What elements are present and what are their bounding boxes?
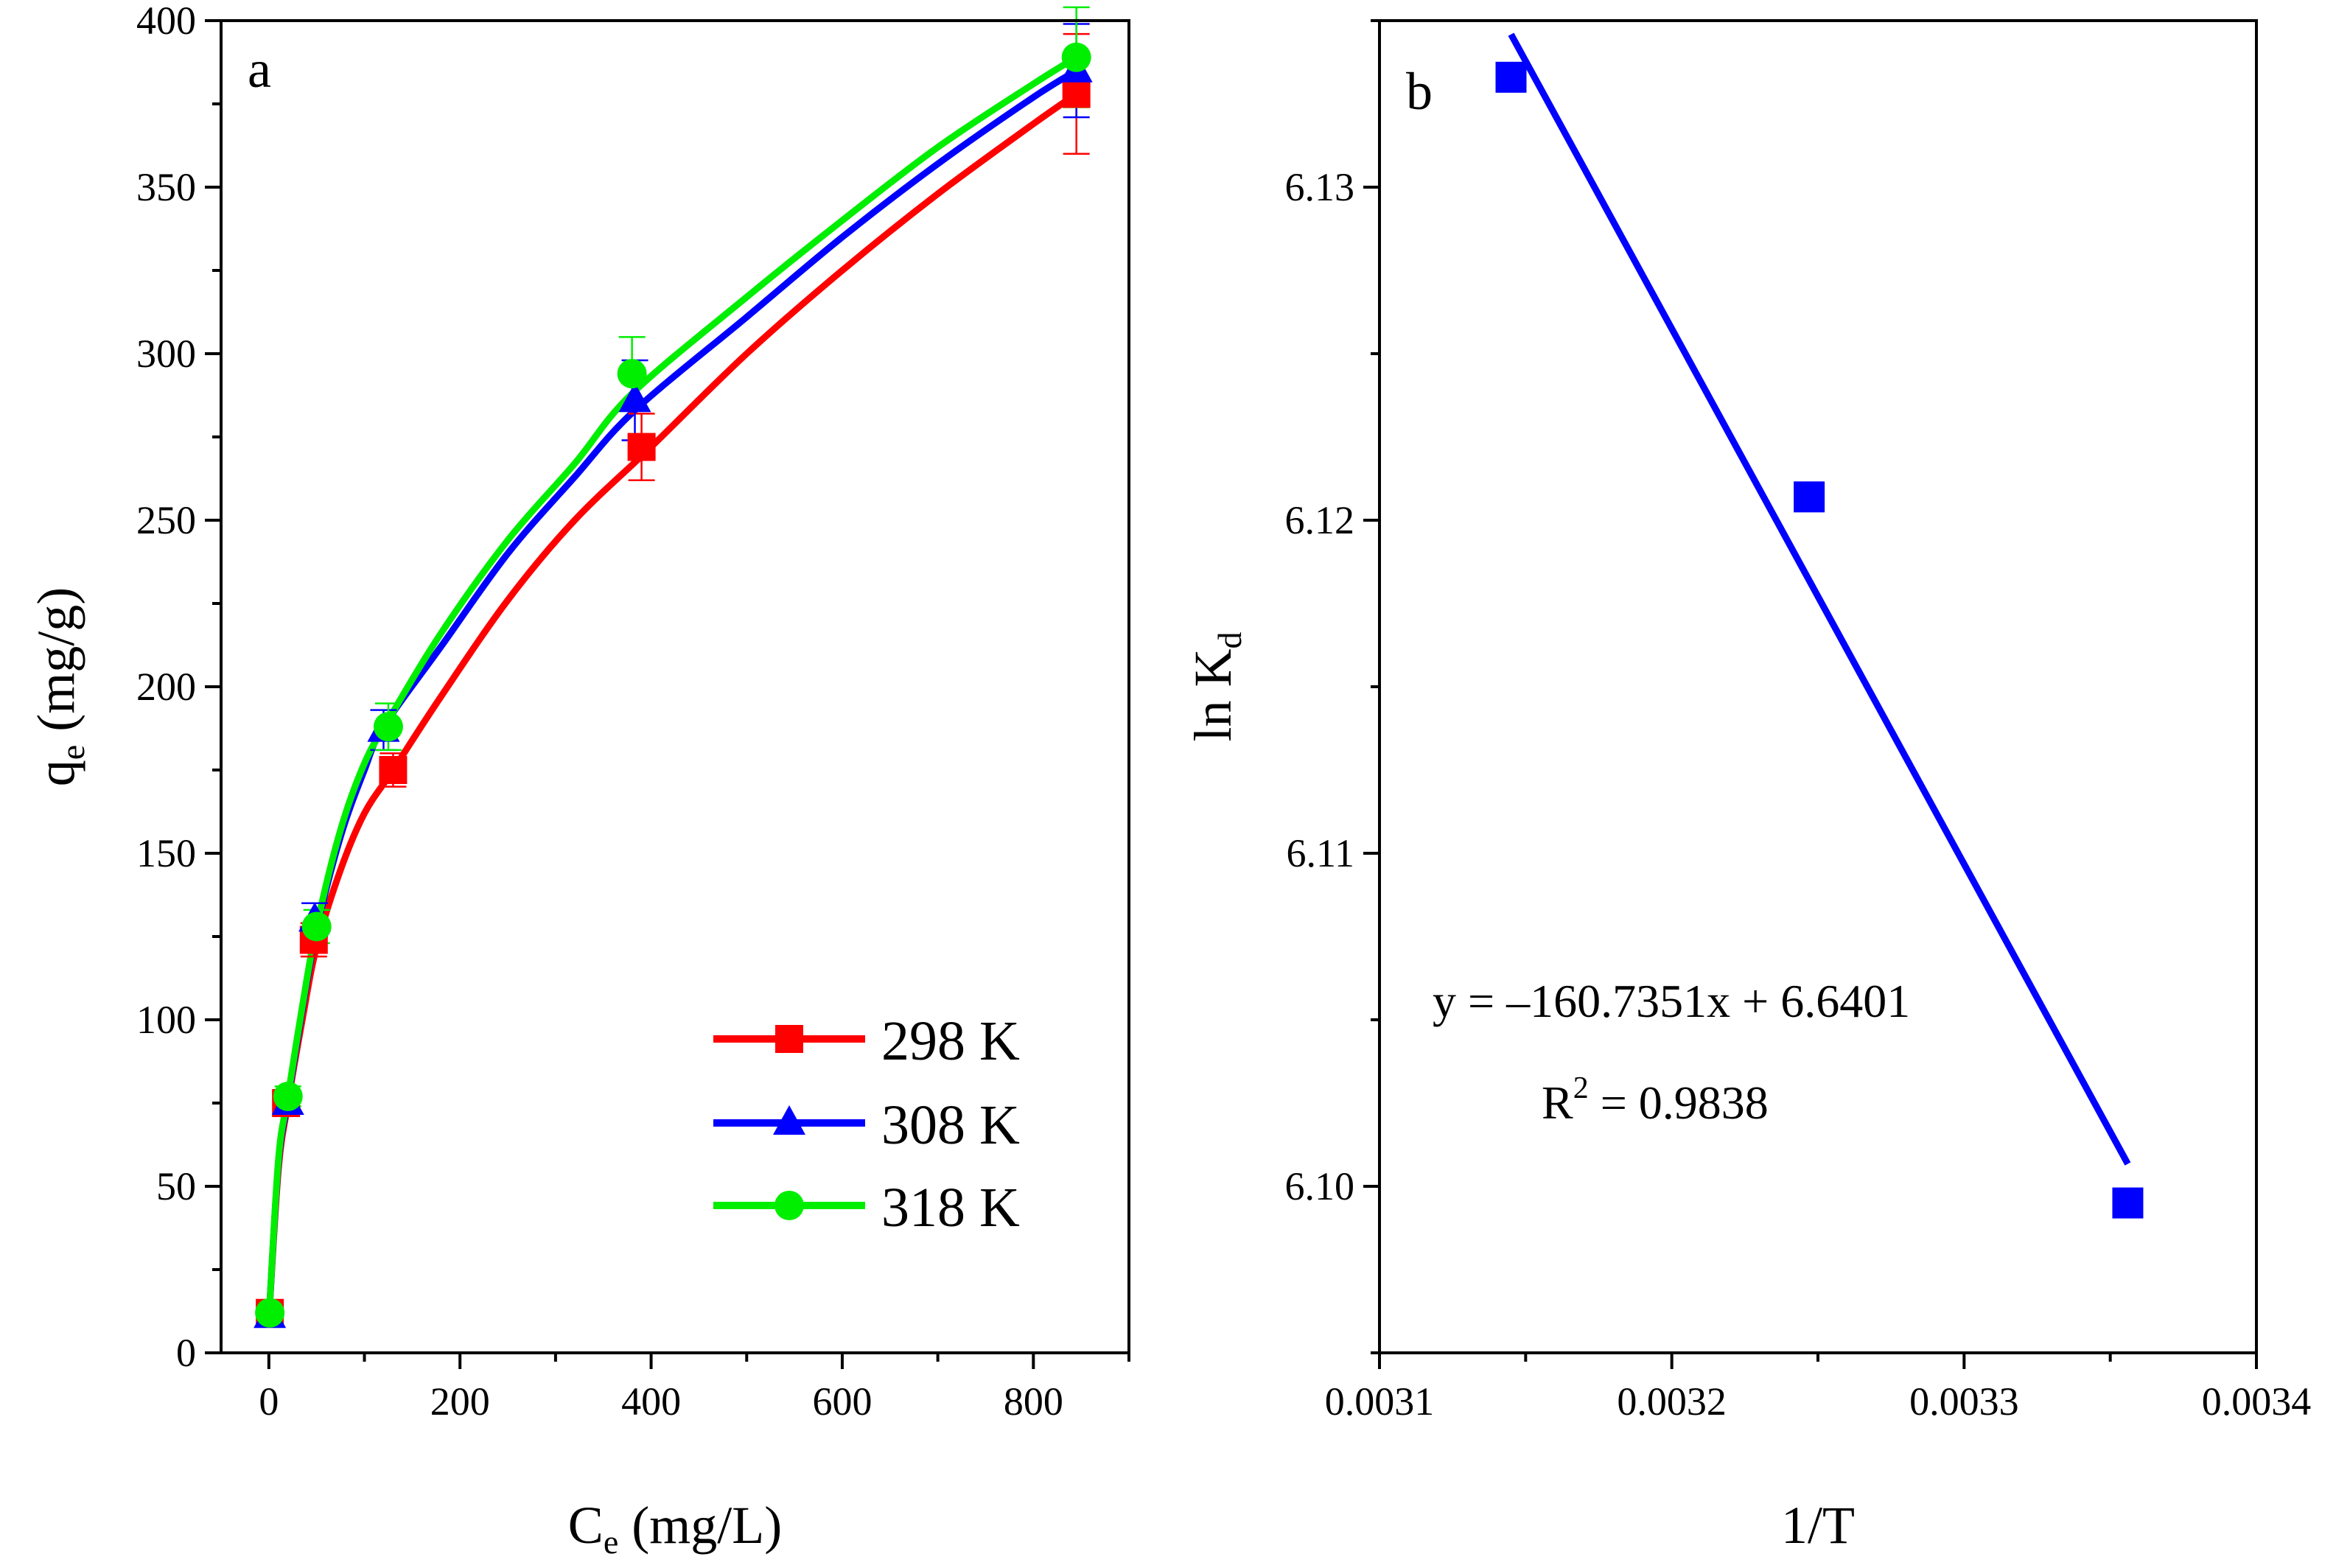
x-tick-label: 0: [259, 1379, 279, 1424]
data-point-circle: [1061, 42, 1091, 72]
x-tick-label: 0.0034: [2202, 1379, 2312, 1424]
panel-a-letter: a: [248, 40, 271, 99]
x-tick-label: 400: [621, 1379, 681, 1424]
fit-curve-series-2: [265, 54, 1079, 1320]
y-tick-label: 50: [156, 1164, 196, 1208]
legend-label-318k: 318 K: [881, 1177, 1020, 1239]
legend-square-marker: [775, 1025, 803, 1053]
panel-b-y-axis-symbol: ln K: [1183, 648, 1242, 741]
panel-b-letter: b: [1406, 62, 1433, 121]
panel-b-plot-frame: [1378, 19, 2258, 1354]
y-tick-label: 250: [136, 498, 196, 542]
data-point-square: [1495, 61, 1527, 93]
data-point-circle: [273, 1081, 303, 1111]
panel-b-fit-line: [1508, 32, 2131, 1166]
x-tick-label: 0.0033: [1909, 1379, 2019, 1424]
r-squared-value: = 0.9838: [1589, 1077, 1769, 1129]
legend-label-308k: 308 K: [881, 1094, 1020, 1156]
panel-b: 0.0031 0.0032 0.0033 0.0034 6.10 6.11 6.12 6.13…: [1183, 19, 2312, 1555]
y-tick-label: 6.10: [1285, 1164, 1355, 1208]
panel-a-legend: 298 K 308 K 318 K: [713, 1010, 1020, 1239]
x-tick-label: 600: [812, 1379, 872, 1424]
x-tick-label: 200: [430, 1379, 490, 1424]
panel-a-y-axis-subscript: e: [54, 745, 91, 760]
data-point-square: [627, 433, 656, 461]
panel-a-markers: [253, 42, 1093, 1329]
y-tick-label: 350: [136, 165, 196, 209]
panel-a-ticks: [205, 19, 1130, 1369]
panel-b-y-axis-subscript: d: [1211, 632, 1248, 649]
data-point-square: [1794, 481, 1825, 513]
legend-entry-308k: 308 K: [713, 1094, 1020, 1156]
x-tick-label: 0.0032: [1617, 1379, 1727, 1424]
panel-b-tick-labels: 0.0031 0.0032 0.0033 0.0034 6.10 6.11 6.12 6.13: [1285, 165, 2312, 1424]
data-point-circle: [255, 1298, 285, 1328]
panel-a-y-axis-title: qe (mg/g): [27, 587, 91, 786]
legend-entry-318k: 318 K: [713, 1177, 1020, 1239]
y-tick-label: 300: [136, 332, 196, 376]
panel-b-ticks: [1363, 19, 2258, 1369]
panel-a-x-axis-unit: (mg/L): [618, 1496, 782, 1555]
y-tick-label: 0: [176, 1331, 196, 1375]
panel-a-x-axis-symbol: C: [568, 1496, 604, 1555]
x-tick-label: 0.0031: [1325, 1379, 1435, 1424]
y-tick-label: 200: [136, 665, 196, 709]
panel-b-x-axis-title: 1/T: [1781, 1496, 1855, 1555]
y-tick-label: 100: [136, 998, 196, 1042]
y-tick-label: 6.12: [1285, 498, 1355, 542]
y-tick-label: 6.13: [1285, 165, 1355, 209]
panel-b-markers: [1495, 61, 2144, 1219]
data-point-square: [2112, 1187, 2144, 1219]
data-point-square: [1062, 80, 1091, 108]
panel-a-tick-labels: 0 200 400 600 800 0 50 100 150 200 250 300 350 400: [136, 0, 1063, 1424]
panel-a-x-axis-subscript: e: [604, 1523, 618, 1561]
data-point-triangle: [618, 382, 651, 413]
panel-a-y-axis-symbol: q: [27, 760, 85, 786]
y-tick-label: 400: [136, 0, 196, 43]
y-tick-label: 6.11: [1287, 831, 1355, 875]
r-squared-label: R2 = 0.9838: [1542, 1071, 1769, 1129]
panel-a-fit-curves: [265, 54, 1079, 1320]
r-squared-superscript: 2: [1573, 1071, 1589, 1105]
legend-entry-298k: 298 K: [713, 1010, 1020, 1072]
panel-a-plot-frame: [220, 19, 1130, 1354]
panel-b-y-axis-title: ln Kd: [1183, 632, 1248, 742]
legend-triangle-marker: [773, 1105, 805, 1135]
legend-label-298k: 298 K: [881, 1010, 1020, 1072]
data-point-circle: [373, 712, 403, 742]
panel-a-x-axis-title: Ce (mg/L): [568, 1496, 782, 1561]
data-point-circle: [301, 911, 332, 942]
y-tick-label: 150: [136, 831, 196, 875]
legend-circle-marker: [774, 1191, 804, 1220]
panel-a-y-axis-unit: (mg/g): [27, 587, 85, 745]
r-squared-symbol: R: [1542, 1077, 1573, 1129]
x-tick-label: 800: [1004, 1379, 1063, 1424]
data-point-square: [379, 756, 408, 784]
regression-equation: y = –160.7351x + 6.6401: [1433, 975, 1910, 1027]
data-point-circle: [617, 359, 647, 389]
